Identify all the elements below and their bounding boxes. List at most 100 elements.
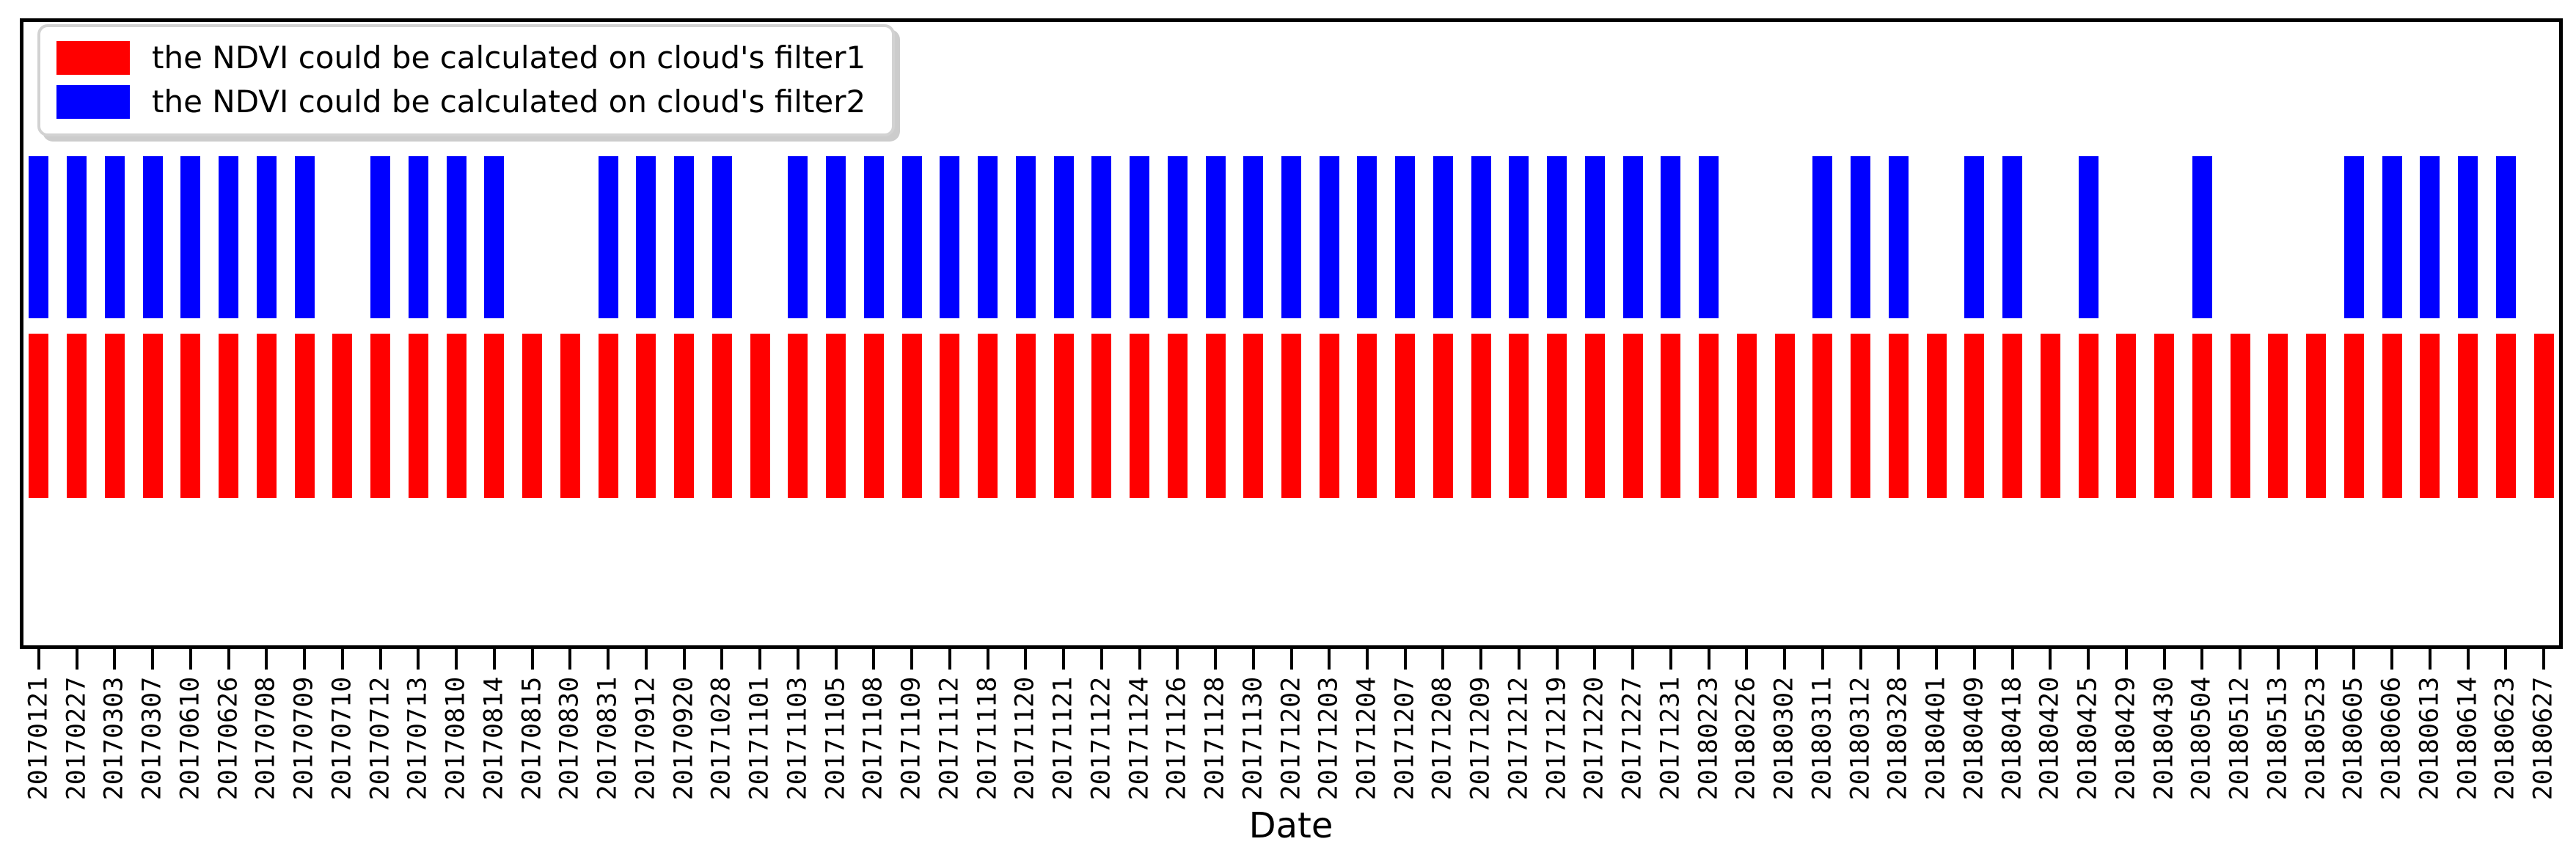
x-tick-label: 20171124	[1124, 676, 1154, 801]
bar-filter2	[446, 156, 466, 318]
x-tick-label: 20170830	[555, 676, 585, 801]
bar-filter2	[1547, 156, 1567, 318]
x-tick	[1821, 649, 1824, 670]
bar-filter1	[2306, 334, 2327, 498]
bar-filter1	[2154, 334, 2175, 498]
bar-filter2	[142, 156, 163, 318]
x-tick-label: 20171202	[1276, 676, 1306, 801]
bar-filter2	[1357, 156, 1377, 318]
bar-filter2	[1319, 156, 1339, 318]
legend-swatch-filter2	[56, 85, 130, 120]
x-tick	[986, 649, 989, 670]
bar-filter1	[1281, 334, 1301, 498]
bar-filter1	[2002, 334, 2023, 498]
x-tick	[834, 649, 838, 670]
bar-filter2	[674, 156, 695, 318]
x-tick-label: 20171209	[1466, 676, 1496, 801]
bar-filter1	[2343, 334, 2364, 498]
bar-filter1	[180, 334, 201, 498]
x-tick-label: 20170121	[23, 676, 54, 801]
x-tick-label: 20170303	[99, 676, 129, 801]
x-tick	[2124, 649, 2128, 670]
x-tick-label: 20171108	[858, 676, 888, 801]
x-tick-label: 20180401	[1921, 676, 1951, 801]
x-tick-label: 20180504	[2187, 676, 2217, 801]
x-tick	[1176, 649, 1179, 670]
x-tick-label: 20171120	[1010, 676, 1040, 801]
bar-filter1	[1584, 334, 1605, 498]
x-tick	[1897, 649, 1900, 670]
x-tick-label: 20171121	[1048, 676, 1078, 801]
bar-filter1	[446, 334, 466, 498]
bar-filter1	[1205, 334, 1226, 498]
bar-filter1	[1736, 334, 1757, 498]
x-tick	[492, 649, 496, 670]
legend: the NDVI could be calculated on cloud's …	[37, 24, 896, 136]
x-tick-label: 20180409	[1959, 676, 1989, 801]
bar-filter1	[863, 334, 884, 498]
bar-filter2	[978, 156, 998, 318]
bar-filter2	[1509, 156, 1529, 318]
bar-filter2	[1130, 156, 1149, 318]
x-tick-label: 20180328	[1883, 676, 1913, 801]
x-tick	[1403, 649, 1407, 670]
x-tick	[1631, 649, 1635, 670]
x-tick-label: 20170626	[213, 676, 244, 801]
bar-filter1	[2078, 334, 2099, 498]
bar-filter2	[2078, 156, 2099, 318]
x-tick-label: 20180420	[2035, 676, 2065, 801]
x-tick-label: 20170712	[365, 676, 395, 801]
x-tick-label: 20180429	[2111, 676, 2141, 801]
x-tick-label: 20171130	[1238, 676, 1268, 801]
bar-filter2	[1699, 156, 1719, 318]
bar-filter2	[2002, 156, 2023, 318]
legend-label-filter1: the NDVI could be calculated on cloud's …	[152, 40, 866, 76]
bar-filter1	[560, 334, 580, 498]
x-tick	[910, 649, 914, 670]
bar-filter1	[1091, 334, 1112, 498]
x-tick-label: 20180425	[2073, 676, 2103, 801]
x-tick	[2276, 649, 2280, 670]
bar-filter2	[2420, 156, 2440, 318]
x-tick	[2049, 649, 2052, 670]
bar-filter1	[2495, 334, 2516, 498]
x-tick-label: 20180226	[1731, 676, 1761, 801]
bar-filter1	[1130, 334, 1149, 498]
x-tick	[1099, 649, 1103, 670]
bar-filter2	[2343, 156, 2364, 318]
x-tick-label: 20171203	[1314, 676, 1344, 801]
bar-filter2	[1243, 156, 1264, 318]
bar-filter2	[1015, 156, 1036, 318]
bar-filter1	[901, 334, 922, 498]
bar-filter1	[1357, 334, 1377, 498]
x-tick-label: 20171128	[1200, 676, 1230, 801]
bar-filter2	[67, 156, 87, 318]
bar-filter1	[978, 334, 998, 498]
bar-filter1	[142, 334, 163, 498]
x-tick-label: 20171208	[1427, 676, 1457, 801]
bar-filter1	[598, 334, 618, 498]
x-tick	[2200, 649, 2204, 670]
x-tick	[1517, 649, 1521, 670]
x-tick-label: 20180613	[2415, 676, 2445, 801]
x-tick-label: 20180513	[2263, 676, 2293, 801]
bar-filter2	[294, 156, 315, 318]
bar-filter1	[826, 334, 846, 498]
x-tick-label: 20180430	[2149, 676, 2179, 801]
bar-filter1	[2458, 334, 2478, 498]
x-tick	[2087, 649, 2090, 670]
legend-label-filter2: the NDVI could be calculated on cloud's …	[152, 84, 866, 120]
x-tick	[2314, 649, 2318, 670]
x-tick	[1935, 649, 1939, 670]
bar-filter1	[2192, 334, 2212, 498]
bar-filter1	[711, 334, 732, 498]
bar-filter2	[1812, 156, 1833, 318]
bar-filter2	[2495, 156, 2516, 318]
x-tick-label: 20171212	[1504, 676, 1534, 801]
bar-filter2	[29, 156, 49, 318]
bar-filter1	[1243, 334, 1264, 498]
x-tick	[1328, 649, 1331, 670]
bar-filter2	[2458, 156, 2478, 318]
bar-filter2	[940, 156, 960, 318]
